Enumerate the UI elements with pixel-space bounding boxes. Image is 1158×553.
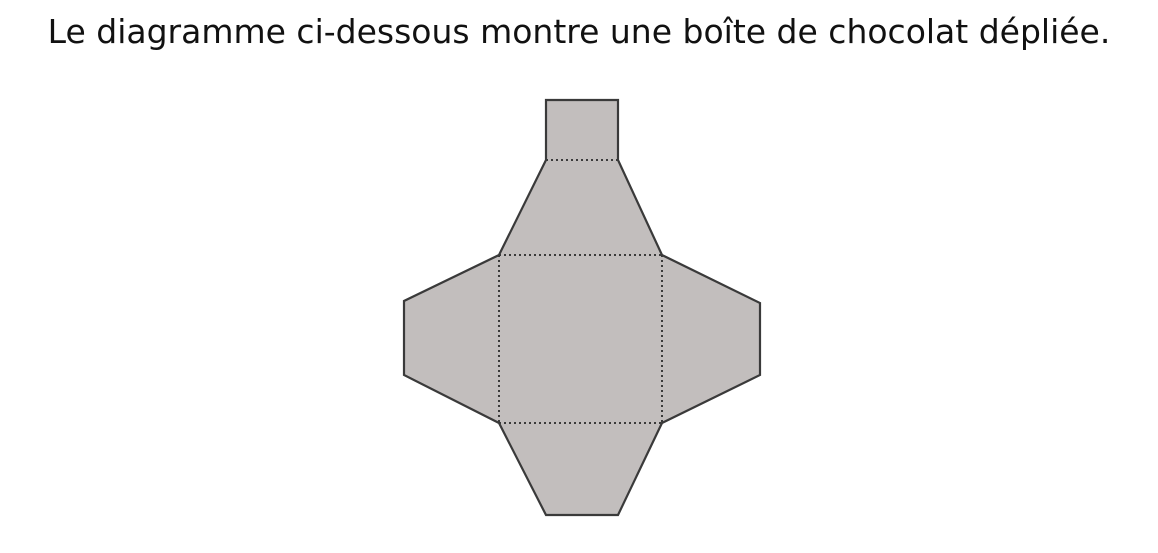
diagram-caption: Le diagramme ci-dessous montre une boîte… (47, 12, 1111, 51)
fold-lines (498, 159, 663, 424)
net-outline (402, 98, 762, 517)
